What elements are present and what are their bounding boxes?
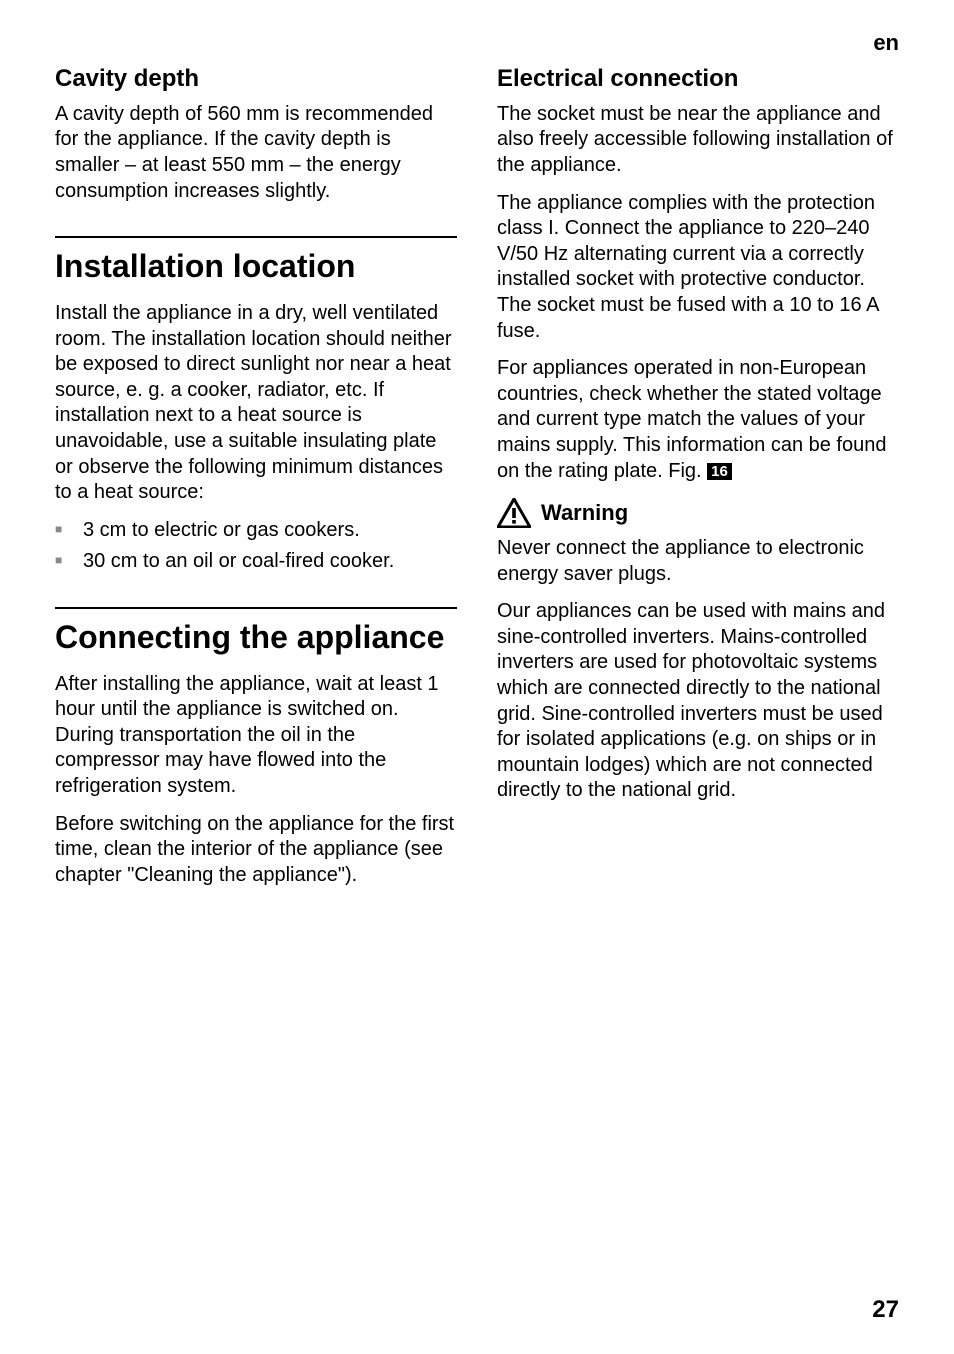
bullet-list-installation: 3 cm to electric or gas cookers. 30 cm t… — [55, 518, 457, 575]
warning-icon — [497, 498, 531, 528]
heading-connecting-appliance: Connecting the appliance — [55, 619, 457, 656]
divider — [55, 236, 457, 238]
para-electrical-1: The socket must be near the appliance an… — [497, 102, 899, 179]
para-installation-location: Install the appliance in a dry, well ven… — [55, 301, 457, 506]
left-column: Cavity depth A cavity depth of 560 mm is… — [55, 65, 457, 900]
heading-installation-location: Installation location — [55, 248, 457, 285]
content-columns: Cavity depth A cavity depth of 560 mm is… — [55, 65, 899, 900]
para-connecting-2: Before switching on the appliance for th… — [55, 812, 457, 889]
para-warning-2: Our appliances can be used with mains an… — [497, 599, 899, 804]
para-cavity-depth: A cavity depth of 560 mm is recommended … — [55, 102, 457, 204]
para-electrical-2: The appliance complies with the protecti… — [497, 191, 899, 345]
figure-reference: 16 — [707, 463, 732, 480]
right-column: Electrical connection The socket must be… — [497, 65, 899, 900]
warning-heading-row: Warning — [497, 498, 899, 528]
para-electrical-3: For appliances operated in non-European … — [497, 356, 899, 484]
list-item: 3 cm to electric or gas cookers. — [55, 518, 457, 544]
language-indicator: en — [873, 30, 899, 56]
divider — [55, 607, 457, 609]
list-item: 30 cm to an oil or coal-fired cooker. — [55, 549, 457, 575]
para-warning-1: Never connect the appliance to electroni… — [497, 536, 899, 587]
heading-cavity-depth: Cavity depth — [55, 65, 457, 94]
heading-electrical-connection: Electrical connection — [497, 65, 899, 94]
warning-label: Warning — [541, 500, 628, 526]
page-number: 27 — [872, 1296, 899, 1324]
para-connecting-1: After installing the appliance, wait at … — [55, 672, 457, 800]
para-electrical-3-text: For appliances operated in non-European … — [497, 357, 886, 481]
